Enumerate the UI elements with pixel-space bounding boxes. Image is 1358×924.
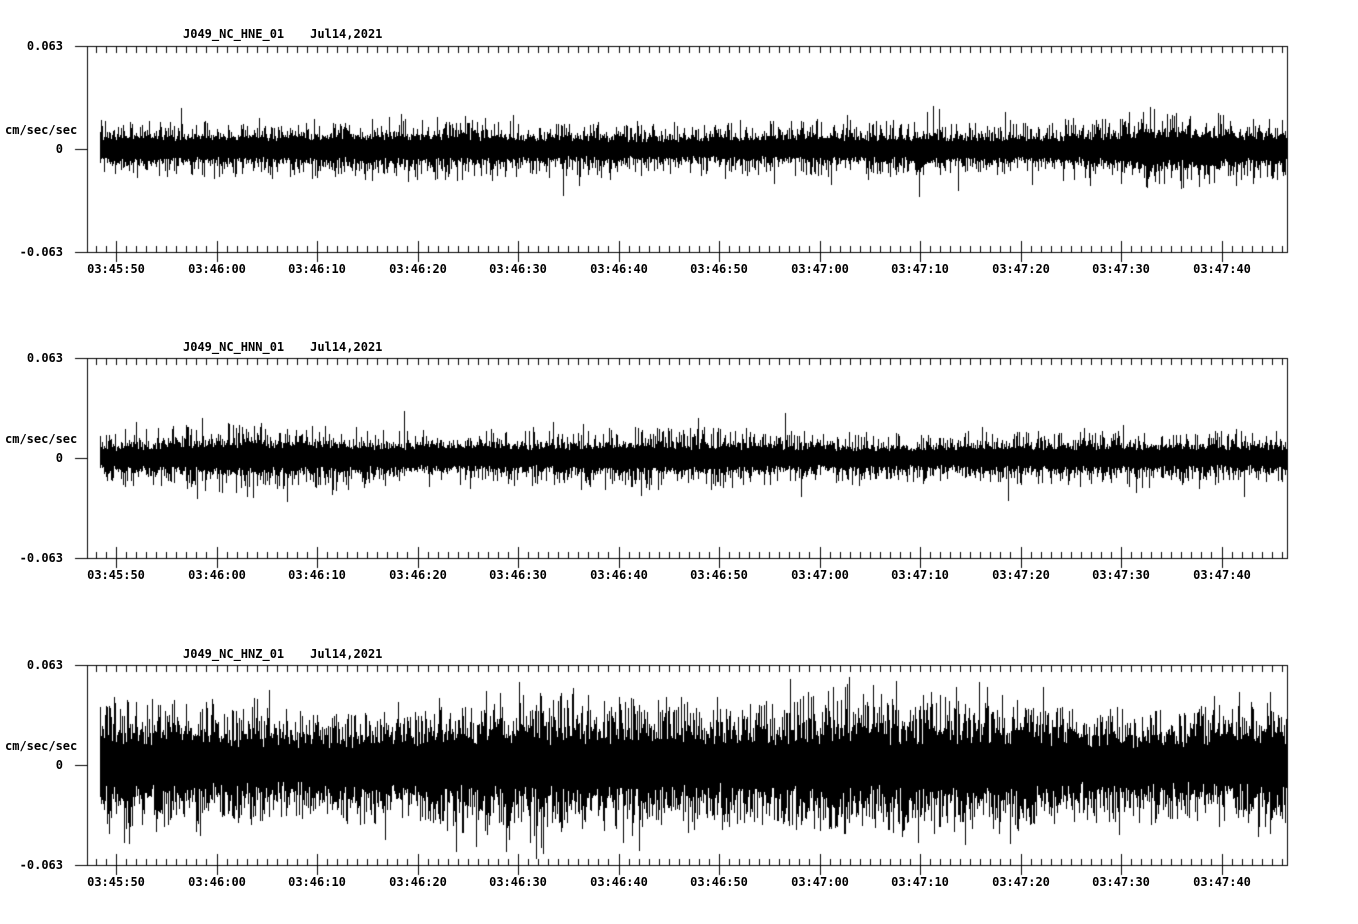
x-tick-label: 03:47:10 (891, 875, 949, 889)
plot-title-date: Jul14,2021 (310, 647, 383, 661)
x-tick-label: 03:47:20 (992, 262, 1050, 276)
x-tick-label: 03:46:40 (590, 262, 648, 276)
x-tick-label: 03:46:10 (288, 875, 346, 889)
plot-title-station: J049_NC_HNZ_01 (183, 647, 285, 661)
x-tick-label: 03:46:30 (489, 262, 547, 276)
y-axis-units-label: cm/sec/sec (5, 123, 78, 137)
x-tick-label: 03:46:10 (288, 568, 346, 582)
x-tick-label: 03:47:20 (992, 568, 1050, 582)
x-tick-label: 03:46:40 (590, 875, 648, 889)
y-tick-label-min: -0.063 (19, 858, 63, 872)
x-tick-label: 03:46:20 (389, 875, 447, 889)
x-tick-label: 03:46:50 (690, 262, 748, 276)
x-tick-label: 03:45:50 (87, 568, 145, 582)
x-tick-label: 03:47:40 (1193, 875, 1251, 889)
plot-title-hne: J049_NC_HNE_01 Jul14,2021 (183, 27, 382, 42)
x-tick-label: 03:47:00 (791, 568, 849, 582)
y-tick-label-min: -0.063 (19, 245, 63, 259)
x-tick-label: 03:46:50 (690, 875, 748, 889)
x-tick-label: 03:47:40 (1193, 568, 1251, 582)
plot-title-date: Jul14,2021 (310, 340, 383, 354)
x-tick-label: 03:47:00 (791, 262, 849, 276)
x-tick-label: 03:47:40 (1193, 262, 1251, 276)
y-axis-units-label: cm/sec/sec (5, 432, 78, 446)
x-tick-label: 03:46:00 (188, 262, 246, 276)
plot-title-hnz: J049_NC_HNZ_01 Jul14,2021 (183, 647, 382, 662)
y-tick-label-max: 0.063 (26, 351, 63, 365)
x-tick-label: 03:47:30 (1092, 568, 1150, 582)
x-tick-label: 03:46:30 (489, 568, 547, 582)
y-tick-label-min: -0.063 (19, 551, 63, 565)
x-tick-label: 03:47:30 (1092, 262, 1150, 276)
x-tick-label: 03:47:20 (992, 875, 1050, 889)
x-tick-label: 03:47:10 (891, 568, 949, 582)
x-tick-label: 03:46:30 (489, 875, 547, 889)
y-axis-units-label: cm/sec/sec (5, 739, 78, 753)
y-tick-label-zero: 0 (55, 758, 63, 772)
y-tick-label-zero: 0 (55, 451, 63, 465)
y-tick-label-max: 0.063 (26, 39, 63, 53)
x-tick-label: 03:46:10 (288, 262, 346, 276)
plot-title-hnn: J049_NC_HNN_01 Jul14,2021 (183, 340, 382, 355)
x-tick-label: 03:45:50 (87, 875, 145, 889)
x-tick-label: 03:47:00 (791, 875, 849, 889)
plot-title-station: J049_NC_HNE_01 (183, 27, 285, 41)
x-tick-label: 03:46:20 (389, 568, 447, 582)
x-tick-label: 03:46:20 (389, 262, 447, 276)
x-tick-label: 03:46:40 (590, 568, 648, 582)
plot-title-station: J049_NC_HNN_01 (183, 340, 285, 354)
x-tick-label: 03:45:50 (87, 262, 145, 276)
plot-title-date: Jul14,2021 (310, 27, 383, 41)
x-tick-label: 03:46:50 (690, 568, 748, 582)
x-tick-label: 03:47:10 (891, 262, 949, 276)
x-tick-label: 03:46:00 (188, 568, 246, 582)
y-tick-label-max: 0.063 (26, 658, 63, 672)
x-tick-label: 03:46:00 (188, 875, 246, 889)
y-tick-label-zero: 0 (55, 142, 63, 156)
x-tick-label: 03:47:30 (1092, 875, 1150, 889)
